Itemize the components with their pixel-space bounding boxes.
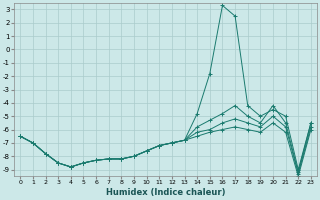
X-axis label: Humidex (Indice chaleur): Humidex (Indice chaleur) (106, 188, 225, 197)
